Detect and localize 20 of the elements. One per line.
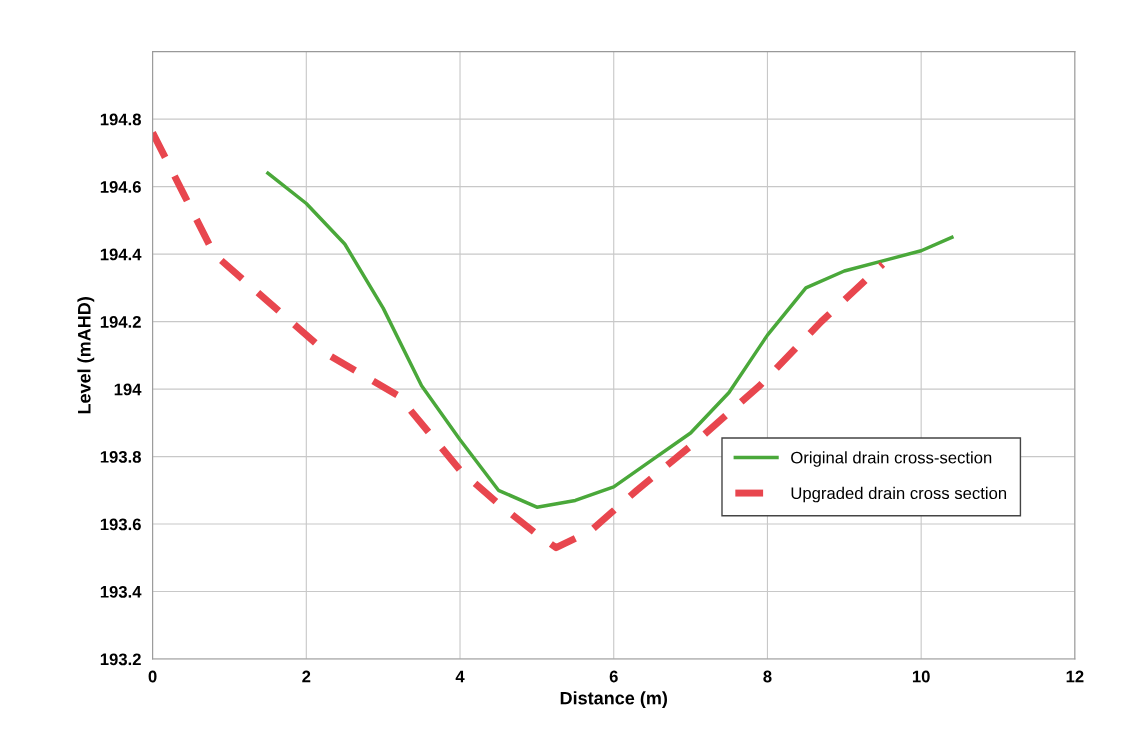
y-tick-label: 193.2 bbox=[100, 653, 141, 666]
y-tick-label: 194.4 bbox=[100, 248, 142, 261]
y-tick-label: 194.2 bbox=[100, 316, 141, 328]
x-axis-title: Distance (m) bbox=[560, 691, 668, 709]
x-tick-label: 0 bbox=[148, 670, 157, 683]
legend-label: Upgraded drain cross section bbox=[791, 486, 1007, 503]
y-tick-label: 193.6 bbox=[100, 518, 141, 531]
y-tick-label: 194.8 bbox=[100, 113, 141, 126]
x-tick-label: 10 bbox=[912, 670, 930, 683]
x-tick-label: 8 bbox=[763, 670, 772, 683]
x-tick-label: 12 bbox=[1066, 670, 1084, 683]
y-tick-label: 194.6 bbox=[100, 181, 141, 193]
y-tick-label: 193.4 bbox=[100, 585, 142, 598]
y-axis-title: Level (mAHD) bbox=[77, 297, 95, 414]
x-tick-label: 6 bbox=[609, 670, 618, 683]
legend-label: Original drain cross-section bbox=[791, 451, 992, 467]
y-tick-label: 193.8 bbox=[100, 450, 141, 463]
x-tick-label: 4 bbox=[455, 670, 465, 683]
x-tick-label: 2 bbox=[302, 670, 311, 683]
y-tick-label: 194 bbox=[114, 383, 142, 396]
